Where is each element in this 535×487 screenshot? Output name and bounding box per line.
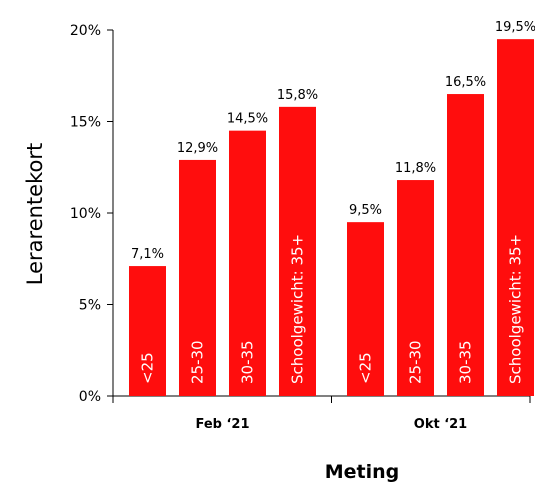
bar-category-label: 30-35 (457, 340, 475, 384)
bar-category-label: 30-35 (239, 340, 257, 384)
data-label: 19,5% (495, 20, 535, 35)
data-label: 12,9% (177, 141, 218, 156)
bar-category-label: <25 (357, 352, 375, 384)
bar-category-label: Schoolgewicht: 35+ (289, 234, 307, 384)
data-label: 14,5% (227, 112, 268, 127)
bar (229, 130, 266, 396)
bar (129, 266, 166, 396)
data-label: 15,8% (277, 88, 318, 103)
x-group-label: Okt ‘21 (414, 417, 467, 432)
bar (447, 94, 484, 397)
y-tick-label: 15% (70, 115, 101, 131)
x-group-label: Feb ‘21 (195, 417, 249, 432)
bar-category-label: Schoolgewicht: 35+ (507, 234, 525, 384)
data-label: 7,1% (131, 247, 164, 262)
bar (397, 180, 434, 396)
y-tick-label: 20% (70, 23, 101, 39)
bars: 7,1% <25 12,9% 25-30 14,5% 30-35 15,8% Schoolge… (129, 20, 535, 432)
bar (497, 39, 534, 397)
bar-category-label: <25 (139, 352, 157, 384)
bar (347, 222, 384, 396)
y-tick-label: 0% (79, 389, 101, 405)
bar (279, 106, 316, 397)
x-axis-title: Meting (325, 461, 400, 483)
data-label: 11,8% (395, 161, 436, 176)
y-tick-label: 5% (79, 298, 101, 314)
data-label: 9,5% (349, 203, 382, 218)
data-label: 16,5% (445, 75, 486, 90)
y-tick-label: 10% (70, 206, 101, 222)
bar-category-label: 25-30 (407, 340, 425, 384)
bar (179, 159, 216, 396)
bar-category-label: 25-30 (189, 340, 207, 384)
y-axis-title: Lerarentekort (23, 143, 47, 285)
